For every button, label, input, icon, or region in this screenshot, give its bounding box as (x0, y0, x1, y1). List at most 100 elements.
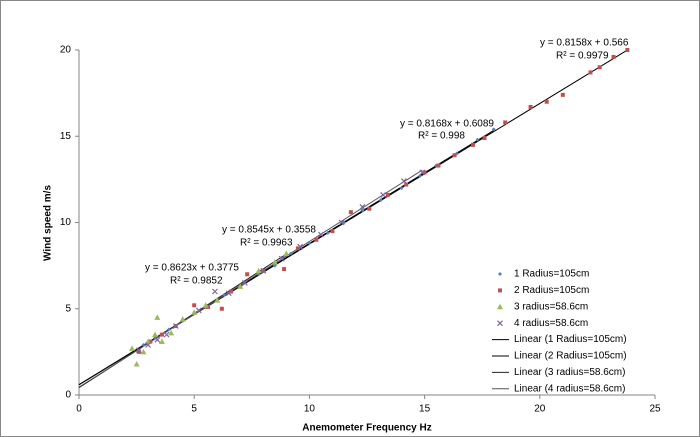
trendline-r2: R² = 0.9963 (240, 238, 293, 249)
y-axis-title: Wind speed m/s (43, 185, 54, 261)
data-point (359, 204, 366, 210)
data-point (625, 48, 630, 52)
data-point (417, 173, 422, 178)
x-axis-title: Anemometer Frequency Hz (302, 423, 431, 434)
legend-label: Linear (2 Radius=105cm) (514, 351, 627, 362)
legend-marker (498, 288, 502, 293)
data-point (452, 153, 457, 158)
data-point (179, 316, 186, 322)
data-point (163, 331, 170, 338)
x-tick-label: 20 (534, 404, 546, 415)
data-point (148, 339, 153, 344)
data-point (436, 163, 441, 168)
data-point (255, 267, 262, 274)
data-point (611, 54, 616, 59)
data-point (503, 120, 508, 125)
data-point (168, 329, 175, 336)
data-point (159, 332, 164, 337)
data-point (154, 314, 161, 320)
x-tick-label: 5 (191, 404, 197, 415)
legend-label: 1 Radius=105cm (514, 269, 589, 280)
data-point (191, 309, 198, 315)
data-point (158, 338, 165, 345)
data-point (172, 323, 179, 329)
legend-label: Linear (4 radius=58.6cm) (514, 383, 625, 394)
data-point (219, 306, 224, 311)
legend-label: 2 Radius=105cm (514, 285, 589, 296)
trendline-r2: R² = 0.9979 (556, 51, 609, 62)
y-tick-label: 5 (65, 303, 71, 314)
trendline-r2: R² = 0.9852 (170, 276, 223, 287)
data-point (271, 259, 278, 265)
x-tick-label: 0 (76, 404, 82, 415)
data-point (482, 135, 487, 140)
data-point (325, 230, 330, 235)
trendline-equation: y = 0.8545x + 0.3558 (222, 225, 316, 236)
data-point (385, 192, 390, 197)
trendline-equation: y = 0.8158x + 0.566 (540, 38, 629, 49)
legend-marker (497, 320, 503, 327)
x-tick-label: 10 (304, 404, 316, 415)
data-point (380, 191, 387, 198)
data-point (544, 99, 549, 104)
y-tick-label: 0 (65, 390, 71, 401)
legend-label: 4 radius=58.6cm (514, 318, 588, 329)
data-point (419, 169, 426, 176)
data-point (135, 347, 142, 354)
data-point (237, 283, 244, 289)
data-point (212, 288, 218, 295)
data-point (314, 237, 319, 242)
data-point (140, 348, 147, 355)
y-tick-label: 10 (60, 217, 72, 228)
legend-label: Linear (1 Radius=105cm) (514, 334, 627, 345)
y-tick-label: 15 (60, 131, 72, 142)
data-point (128, 345, 135, 351)
data-point (214, 297, 221, 303)
trendline-equation: y = 0.8168x + 0.6089 (400, 119, 494, 130)
trendline (78, 169, 423, 388)
data-point (297, 243, 304, 250)
data-point (145, 342, 152, 348)
data-point (307, 241, 312, 246)
data-point (166, 327, 171, 332)
data-point (317, 231, 324, 238)
data-point (475, 137, 480, 142)
trendline-r2: R² = 0.998 (418, 131, 465, 142)
data-point (288, 251, 293, 256)
data-point (192, 303, 197, 308)
data-point (260, 267, 267, 274)
data-point (470, 142, 475, 147)
data-point (338, 219, 345, 226)
data-point (283, 250, 290, 257)
data-point (330, 229, 335, 234)
data-point (367, 206, 372, 211)
data-point (528, 104, 533, 109)
legend-label: 3 radius=58.6cm (514, 301, 588, 312)
legend-label: Linear (3 radius=58.6cm) (514, 367, 625, 378)
trendline-equation: y = 0.8623x + 0.3775 (145, 263, 239, 274)
data-point (154, 336, 161, 343)
data-point (399, 186, 404, 190)
y-tick-label: 20 (60, 45, 72, 56)
data-point (360, 208, 365, 213)
data-point (400, 178, 407, 185)
data-point (241, 279, 248, 286)
data-point (222, 292, 227, 297)
data-point (225, 290, 232, 297)
legend-marker (498, 272, 502, 276)
data-point (404, 182, 409, 187)
data-point (282, 267, 287, 272)
legend-marker (497, 303, 503, 310)
x-tick-label: 15 (419, 404, 431, 415)
data-point (141, 342, 146, 347)
data-point (136, 349, 141, 354)
data-point (491, 127, 496, 132)
data-point (152, 331, 159, 338)
data-point (422, 170, 427, 175)
data-point (278, 255, 285, 262)
x-tick-label: 25 (649, 404, 661, 415)
data-point (348, 210, 353, 215)
data-point (597, 65, 602, 70)
data-point (133, 360, 140, 367)
data-point (245, 272, 250, 277)
